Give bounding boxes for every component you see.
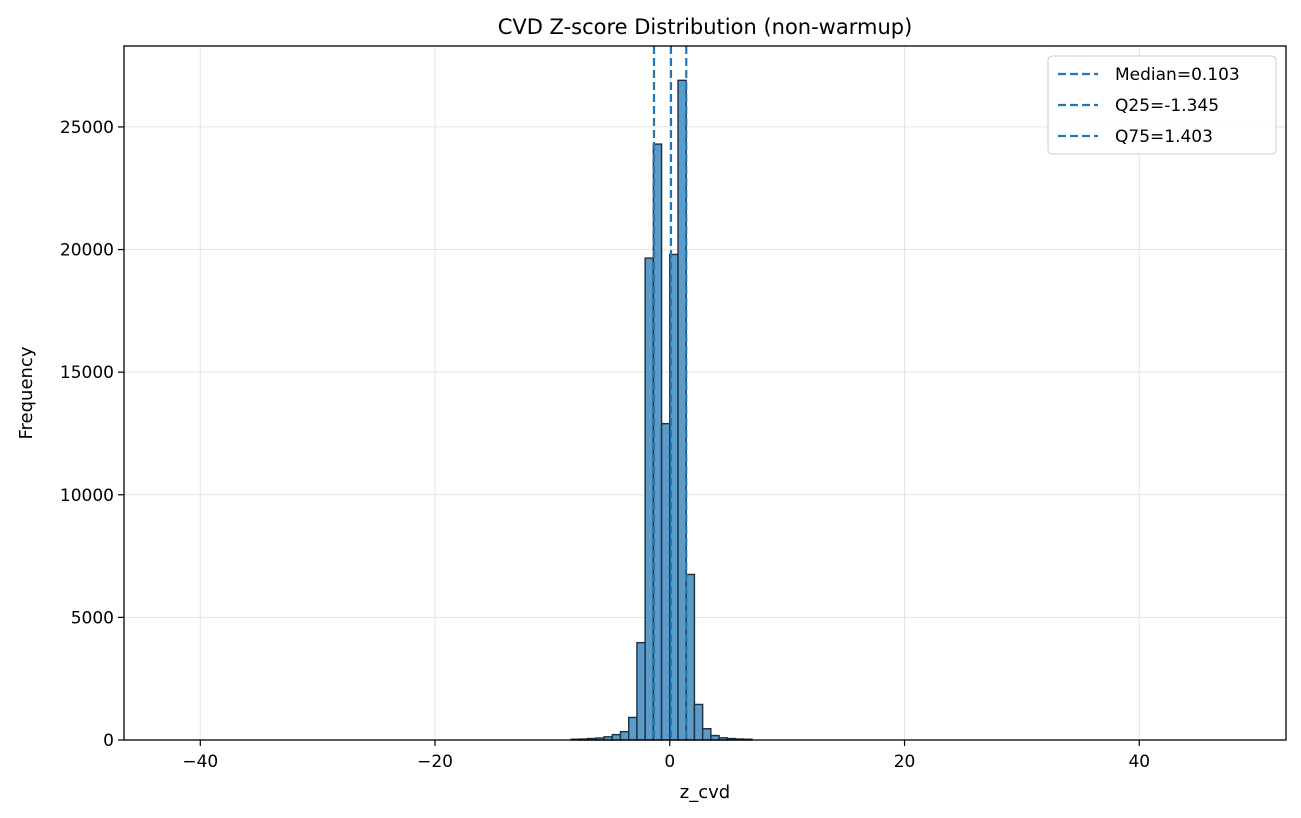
reference-lines — [652, 46, 688, 740]
histogram-bar — [611, 733, 622, 741]
histogram-bar — [619, 730, 630, 741]
y-axis: 0 5000 10000 15000 20000 25000 — [60, 118, 124, 751]
y-tick-label: 20000 — [60, 241, 114, 261]
x-tick-label: −20 — [417, 752, 453, 772]
legend-label: Q75=1.403 — [1115, 127, 1213, 147]
y-tick-label: 0 — [103, 731, 114, 751]
chart-title: CVD Z-score Distribution (non-warmup) — [498, 15, 913, 39]
x-tick-label: −40 — [182, 752, 218, 772]
histogram-bar — [636, 641, 646, 741]
plot-area-frame — [123, 45, 1287, 741]
histogram-bar — [644, 257, 655, 741]
legend-label: Q25=-1.345 — [1115, 96, 1219, 116]
legend: Median=0.103 Q25=-1.345 Q75=1.403 — [1047, 55, 1277, 155]
x-tick-label: 0 — [664, 752, 675, 772]
x-axis-label: z_cvd — [680, 782, 730, 803]
y-tick-label: 25000 — [60, 118, 114, 138]
y-tick-label: 10000 — [60, 486, 114, 506]
histogram-bar — [710, 734, 720, 741]
x-tick-label: 40 — [1128, 752, 1150, 772]
x-axis: −40 −20 0 20 40 — [182, 740, 1150, 772]
histogram-bar — [693, 703, 704, 741]
histogram-bar — [628, 716, 638, 741]
x-tick-label: 20 — [894, 752, 916, 772]
legend-frame — [1047, 55, 1277, 155]
y-tick-label: 15000 — [60, 363, 114, 383]
histogram-bar — [685, 573, 696, 741]
y-axis-label: Frequency — [16, 346, 37, 439]
legend-label: Median=0.103 — [1115, 65, 1240, 85]
y-tick-label: 5000 — [71, 608, 114, 628]
histogram-bar — [677, 79, 687, 741]
histogram-bar — [660, 422, 671, 741]
histogram-bar — [701, 728, 712, 741]
